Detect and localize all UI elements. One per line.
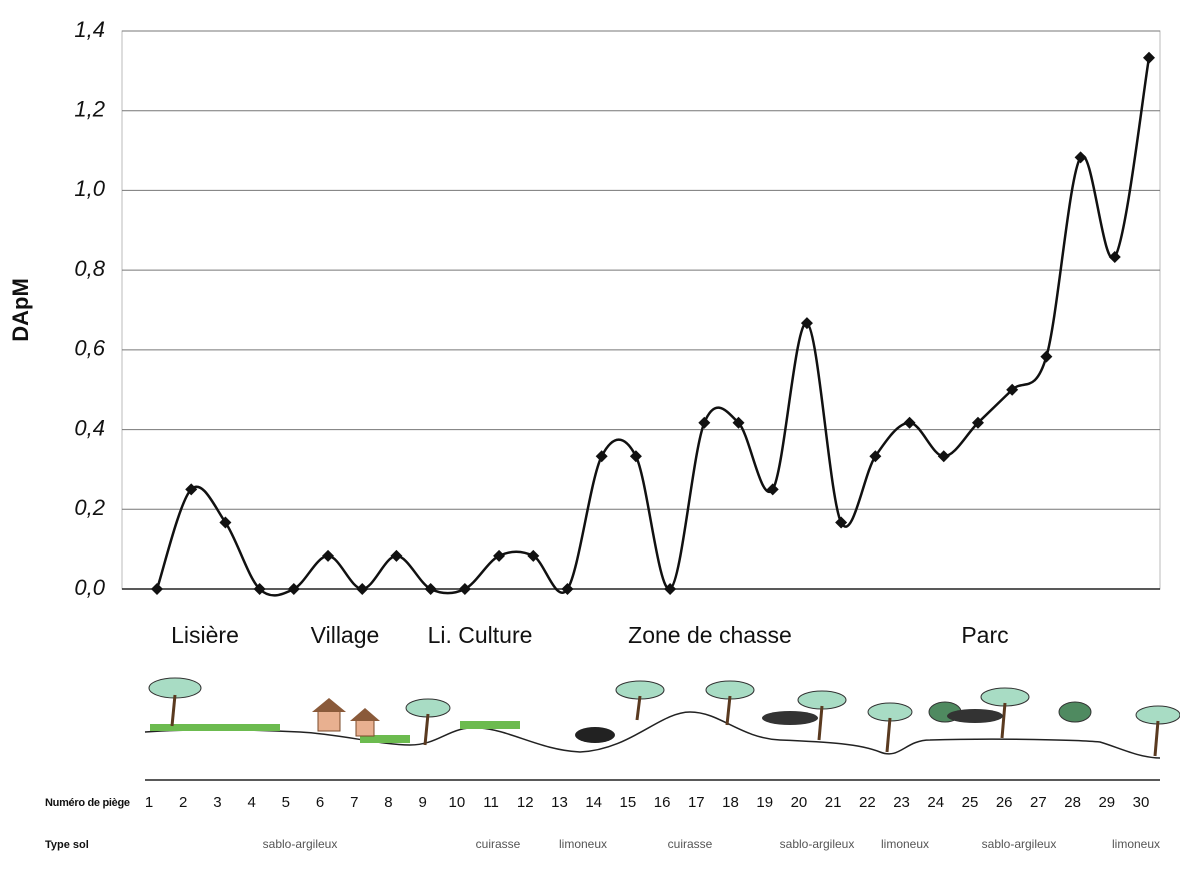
- marker: [390, 550, 402, 562]
- x-tick-label: 12: [517, 794, 534, 811]
- x-tick-label: 10: [449, 794, 466, 811]
- x-tick-label: 21: [825, 794, 842, 811]
- landscape: [145, 678, 1180, 758]
- soil-label: limoneux: [559, 837, 607, 851]
- soil-label: limoneux: [1112, 837, 1160, 851]
- x-tick-label: 28: [1064, 794, 1081, 811]
- plot-area: [122, 31, 1160, 589]
- zone-label: Parc: [961, 622, 1008, 648]
- x-tick-label: 19: [756, 794, 773, 811]
- x-tick-label: 18: [722, 794, 739, 811]
- x-tick-label: 27: [1030, 794, 1047, 811]
- chart: DApM 0,00,20,40,60,81,01,21,412345678910…: [0, 0, 1180, 878]
- x-tick-label: 15: [620, 794, 637, 811]
- y-tick-label: 1,2: [74, 97, 105, 122]
- marker: [904, 417, 916, 429]
- x-tick-label: 3: [213, 794, 221, 811]
- x-tick-label: 2: [179, 794, 187, 811]
- x-tick-label: 9: [418, 794, 426, 811]
- marker: [151, 583, 163, 595]
- marker: [322, 550, 334, 562]
- marker: [630, 450, 642, 462]
- y-tick-label: 0,4: [74, 415, 105, 440]
- x-tick-label: 26: [996, 794, 1013, 811]
- marker: [1075, 151, 1087, 163]
- x-tick-label: 30: [1133, 794, 1150, 811]
- marker: [356, 583, 368, 595]
- x-tick-label: 23: [893, 794, 910, 811]
- marker: [1040, 351, 1052, 363]
- x-tick-label: 22: [859, 794, 876, 811]
- zone-label: Lisière: [171, 622, 239, 648]
- marker: [596, 450, 608, 462]
- soil-title: Type sol: [45, 839, 89, 851]
- marker: [1109, 251, 1121, 263]
- soil-label: limoneux: [881, 837, 929, 851]
- y-tick-label: 1,4: [74, 17, 105, 42]
- x-tick-label: 17: [688, 794, 705, 811]
- marker: [938, 450, 950, 462]
- y-tick-label: 0,0: [74, 575, 105, 600]
- x-tick-label: 14: [585, 794, 602, 811]
- x-tick-label: 25: [962, 794, 979, 811]
- marker: [698, 417, 710, 429]
- x-tick-label: 1: [145, 794, 153, 811]
- y-tick-label: 0,6: [74, 336, 105, 361]
- x-tick-label: 4: [247, 794, 255, 811]
- data-line: [157, 58, 1149, 596]
- x-tick-label: 20: [791, 794, 808, 811]
- soil-label: sablo-argileux: [263, 837, 338, 851]
- zone-label: Li. Culture: [428, 622, 533, 648]
- soil-label: sablo-argileux: [780, 837, 855, 851]
- zone-label: Zone de chasse: [628, 622, 792, 648]
- x-tick-label: 8: [384, 794, 392, 811]
- y-tick-label: 0,8: [74, 256, 105, 281]
- soil-label: sablo-argileux: [982, 837, 1057, 851]
- x-tick-label: 29: [1098, 794, 1115, 811]
- x-tick-label: 16: [654, 794, 671, 811]
- marker: [767, 483, 779, 495]
- y-axis-title: DApM: [8, 278, 33, 342]
- y-tick-label: 0,2: [74, 495, 105, 520]
- y-tick-label: 1,0: [74, 176, 105, 201]
- soil-label: cuirasse: [668, 837, 713, 851]
- soil-label: cuirasse: [476, 837, 521, 851]
- marker: [1143, 52, 1155, 64]
- x-tick-label: 11: [483, 794, 499, 811]
- x-tick-label: 6: [316, 794, 324, 811]
- x-tick-label: 13: [551, 794, 568, 811]
- x-axis-title: Numéro de piège: [45, 797, 130, 809]
- x-tick-label: 5: [282, 794, 290, 811]
- x-tick-label: 24: [927, 794, 944, 811]
- x-tick-label: 7: [350, 794, 358, 811]
- zone-label: Village: [311, 622, 380, 648]
